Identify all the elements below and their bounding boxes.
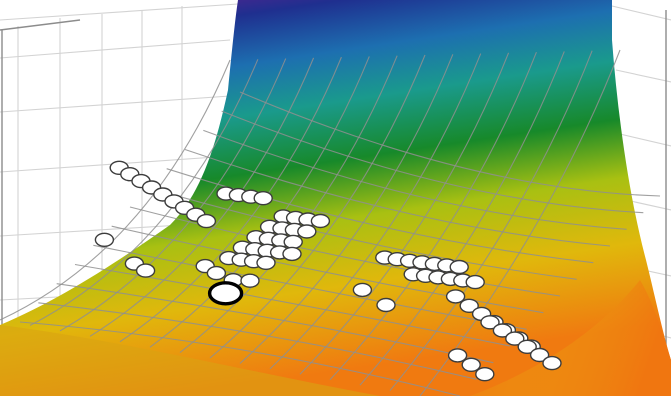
- data-points: [94, 160, 562, 382]
- data-point: [94, 232, 115, 248]
- highlighted-data-point: [207, 281, 244, 306]
- data-point: [447, 348, 468, 363]
- data-point: [445, 289, 466, 304]
- mesh-line: [19, 321, 461, 396]
- data-point: [282, 246, 302, 262]
- data-point: [240, 273, 260, 288]
- mesh-line: [184, 148, 611, 247]
- data-point: [376, 297, 396, 313]
- mesh-line: [111, 225, 544, 314]
- data-point: [196, 213, 217, 229]
- data-point: [310, 213, 331, 229]
- surface-front-edge: [0, 325, 380, 396]
- data-point: [206, 265, 227, 281]
- data-point: [461, 357, 481, 372]
- mesh-line: [0, 59, 231, 321]
- data-point: [449, 259, 469, 275]
- data-point: [475, 367, 495, 382]
- mesh-line: [56, 283, 494, 364]
- mesh-line: [239, 91, 661, 197]
- data-point: [517, 339, 537, 354]
- mesh-line: [119, 56, 342, 343]
- mesh-line: [59, 58, 287, 332]
- mesh-line: [221, 110, 644, 214]
- mesh-line: [239, 54, 454, 364]
- data-point: [297, 224, 317, 239]
- mesh-line: [74, 263, 511, 347]
- mesh-line: [209, 54, 426, 359]
- mesh-line: [359, 51, 565, 386]
- data-point: [135, 263, 156, 278]
- mesh-line: [299, 52, 510, 375]
- data-point: [465, 274, 485, 290]
- data-point: [459, 298, 479, 313]
- mesh-line: [129, 206, 561, 297]
- mesh-line: [329, 51, 537, 381]
- mesh-line: [93, 244, 527, 330]
- data-point: [352, 282, 373, 298]
- mesh-line: [148, 187, 577, 280]
- mesh-line: [269, 53, 482, 370]
- data-point: [542, 355, 562, 371]
- mesh-line: [89, 57, 315, 337]
- data-point: [480, 315, 500, 330]
- data-point: [492, 323, 513, 338]
- data-point: [253, 190, 273, 206]
- data-point: [283, 234, 303, 250]
- surface-mesh: [0, 49, 661, 396]
- mesh-line: [203, 129, 627, 230]
- surface-orange-tail: [470, 280, 671, 396]
- data-point: [529, 347, 550, 363]
- data-point: [256, 255, 276, 270]
- mesh-line: [29, 59, 259, 326]
- mesh-line: [38, 302, 477, 380]
- data-point: [505, 331, 525, 346]
